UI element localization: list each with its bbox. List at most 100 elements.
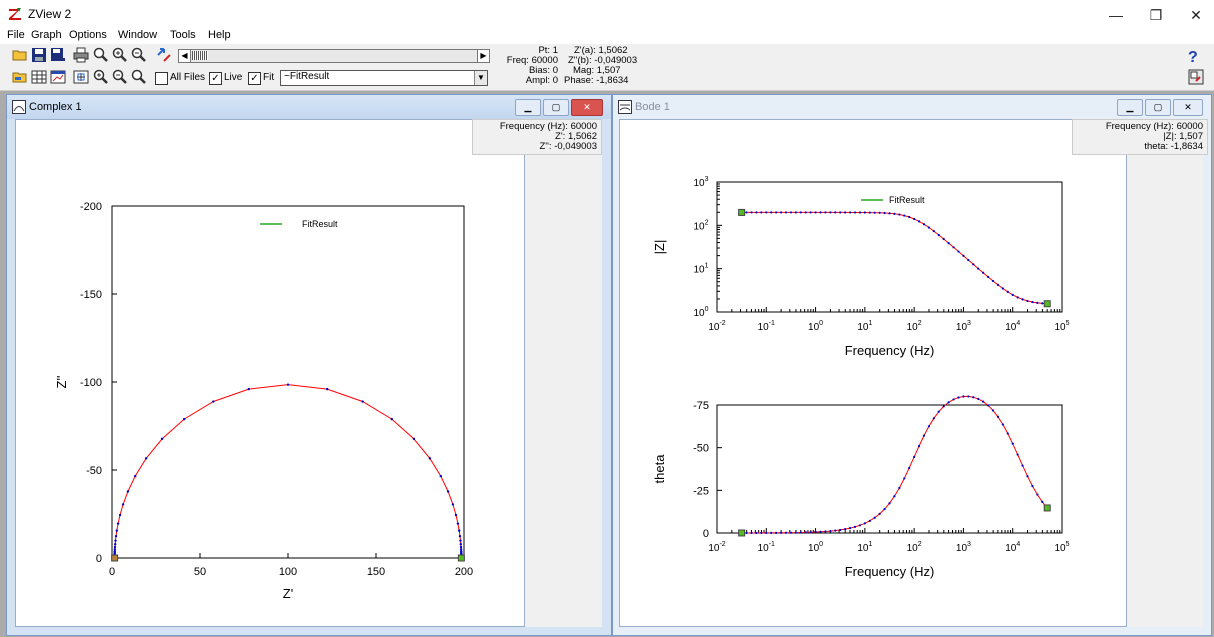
bode-mag-y-tick-label: 101 [693,263,708,276]
open-data-icon[interactable] [12,69,28,85]
menu-options[interactable]: Options [69,29,107,41]
complex-window[interactable]: Complex 1 ▁ ▢ ✕ 0 50 100 150 200 0 -50 -100 -150… [6,94,612,636]
graph-window-icon[interactable] [50,69,66,85]
complex-maximize-button[interactable]: ▢ [543,99,569,116]
bode-phase-data-point [977,397,980,401]
minimize-button[interactable]: — [1109,7,1123,23]
bode-mag-data-point [858,211,862,214]
scroll-thumb[interactable] [192,51,208,60]
bode-mag-data-point [814,211,817,214]
complex-data-point [459,539,462,542]
menu-window[interactable]: Window [118,29,158,41]
bode-phase-data-point [908,466,911,470]
bode-phase-data-point [814,530,817,534]
bode-phase-data-point [1001,423,1004,426]
help-icon[interactable]: ? [1188,49,1198,66]
scroll-right-icon[interactable]: ▶ [477,50,489,62]
bode-mag-data-point [903,214,906,217]
bode-mag-data-point [829,211,832,214]
all-files-label: All Files [170,72,206,83]
bode-mag-x-tick-label: 105 [1054,320,1069,333]
bode-mag-y-tick-label: 100 [693,306,708,319]
bode-close-button[interactable]: ✕ [1173,99,1203,116]
complex-data-point [458,535,462,538]
menu-help[interactable]: Help [208,29,231,41]
bode-phase-data-point [765,531,768,535]
complex-data-point [113,548,117,551]
bode-mag-data-point [1001,287,1004,290]
restore-button[interactable]: ❐ [1149,7,1163,23]
bode-minimize-button[interactable]: ▁ [1117,99,1143,116]
bode-mag-end-marker [1043,300,1051,308]
zoom-reset-icon[interactable] [131,69,147,85]
complex-close-button[interactable]: ✕ [571,99,603,116]
bode-phase-data-point [1036,493,1039,496]
live-label: Live [224,72,243,83]
complex-plot-frame [111,205,465,559]
bode-phase-x-tick-label: 10-1 [758,541,775,554]
bode-maximize-button[interactable]: ▢ [1145,99,1171,116]
menu-graph[interactable]: Graph [31,29,62,41]
bode-phase-data-point [819,530,822,533]
save-as-icon[interactable] [50,47,66,63]
bode-phase-data-point [878,512,881,515]
complex-plot-area[interactable]: 0 50 100 150 200 0 -50 -100 -150 -200 Z' Z'' FitResu… [15,119,525,627]
print-icon[interactable] [73,47,89,63]
bode-plot-area[interactable]: 10-2 10-1 100 101 102 103 104 105 Frequency (Hz)… [619,119,1127,627]
close-button[interactable]: ✕ [1190,7,1202,23]
complex-title: Complex 1 [29,101,82,113]
bode-window[interactable]: Bode 1 ▁ ▢ ✕ 10-2 10-1 100 101 102 103 104 105 F… [612,94,1212,636]
bode-phase-x-tick-label: 105 [1054,541,1069,554]
bode-mag-data-point [937,233,940,237]
bode-phase-data-point [824,530,827,533]
bode-mag-data-point [991,279,995,283]
complex-x-tick-label: 50 [194,566,206,578]
open-folder-icon[interactable] [12,47,28,63]
complex-data-point [446,490,450,493]
bode-phase-data-point [937,410,940,413]
bode-mag-data-point [834,211,837,214]
menu-file[interactable]: File [7,29,25,41]
bode-phase-data-point [873,516,876,519]
bode-mag-data-point [1011,293,1014,296]
data-table-icon[interactable] [31,69,47,85]
bode-phase-y-tick-label: -50 [693,443,709,455]
scroll-left-icon[interactable]: ◀ [179,50,191,62]
save-icon[interactable] [31,47,47,63]
zoom-box-icon[interactable] [93,47,109,63]
bode-side-panel [1127,119,1203,627]
bode-phase-data-point [967,395,970,398]
fit-result-value: ~FitResult [284,71,330,82]
bode-cursor-readout: Frequency (Hz): 60000 |Z|: 1,507 theta: … [1072,119,1208,155]
fit-icon[interactable] [73,69,89,85]
cursor-icon[interactable] [156,47,172,63]
demagnify-icon[interactable] [112,69,128,85]
bode-mag-data-point [908,215,911,219]
magnify-icon[interactable] [93,69,109,85]
zoom-in-icon[interactable] [112,47,128,63]
app-title: ZView 2 [28,7,72,21]
complex-cursor-readout: Frequency (Hz): 60000 Z': 1,5062 Z'': -0… [472,119,602,155]
bode-plot-svg: 10-2 10-1 100 101 102 103 104 105 Frequency (Hz)… [652,176,1070,579]
bode-mag-data-point [868,211,871,214]
bode-phase-data-point [775,531,778,534]
bode-phase-data-point [1006,432,1009,435]
live-checkbox[interactable]: ✓ [209,72,222,85]
complex-title-bar[interactable]: Complex 1 ▁ ▢ ✕ [7,95,611,119]
complex-minimize-button[interactable]: ▁ [515,99,541,116]
complex-data-point [121,503,125,506]
bode-title-bar[interactable]: Bode 1 ▁ ▢ ✕ [613,95,1211,119]
bode-mag-data-point [962,254,965,257]
complex-data-point [412,437,416,441]
bode-mag-data-point [898,213,901,216]
all-files-checkbox[interactable] [155,72,168,85]
point-scrollbar[interactable]: ◀ ▶ [178,49,490,63]
complex-data-point [459,543,463,546]
fit-checkbox[interactable]: ✓ [248,72,261,85]
dropdown-arrow-icon[interactable]: ▼ [474,71,487,85]
zoom-out-icon[interactable] [131,47,147,63]
tile-windows-icon[interactable] [1188,69,1204,85]
menu-tools[interactable]: Tools [170,29,196,41]
fit-result-select[interactable]: ~FitResult ▼ [280,70,488,86]
complex-y-tick-label: -50 [86,465,102,477]
